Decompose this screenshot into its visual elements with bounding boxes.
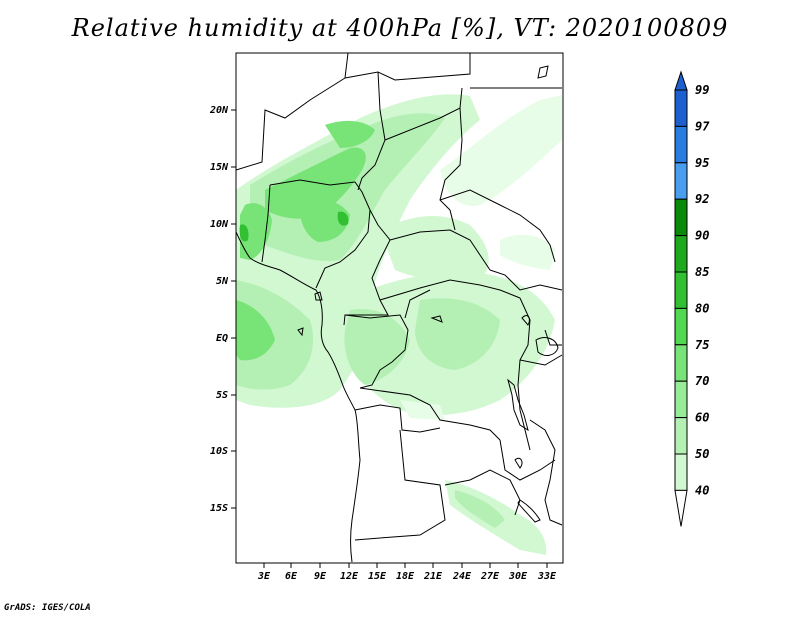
- lat-label: 5S: [216, 390, 228, 401]
- colorbar-label: 75: [695, 338, 709, 352]
- colorbar-label: 40: [695, 483, 709, 497]
- colorbar-label: 99: [695, 83, 709, 97]
- lon-label: 6E: [285, 571, 298, 582]
- lon-label: 9E: [314, 571, 327, 582]
- colorbar-label: 92: [695, 192, 709, 206]
- latitude-axis: 20N 15N 10N 5N EQ 5S 10S 15S: [209, 105, 236, 514]
- colorbar-segment: [674, 125, 688, 164]
- colorbar-label: 80: [695, 301, 709, 315]
- lon-label: 12E: [340, 571, 359, 582]
- colorbar-segment: [674, 344, 688, 382]
- lat-label: 10N: [210, 219, 229, 230]
- map-title: Relative humidity at 400hPa [%], VT: 202…: [71, 14, 729, 42]
- lon-label: 24E: [452, 571, 472, 582]
- longitude-axis: 3E 6E 9E 12E 15E 18E 21E 24E 27E 30E 33E: [257, 563, 557, 582]
- lon-label: 30E: [508, 571, 528, 582]
- grads-credit: GrADS: IGES/COLA: [4, 603, 91, 613]
- colorbar: 99 97 95 92 90 85 80 75 70 60 50 40: [674, 70, 710, 527]
- colorbar-segment: [674, 417, 688, 455]
- colorbar-label: 85: [695, 265, 709, 279]
- colorbar-label: 70: [695, 374, 709, 388]
- lat-label: EQ: [216, 333, 228, 344]
- colorbar-segment: [674, 89, 688, 127]
- humidity-field: [236, 94, 562, 555]
- lat-label: 10S: [210, 446, 228, 457]
- lon-label: 15E: [368, 571, 387, 582]
- lat-label: 15N: [210, 162, 229, 173]
- colorbar-segment: [674, 271, 688, 309]
- colorbar-label: 50: [695, 447, 709, 461]
- colorbar-segment: [674, 198, 688, 237]
- country-borders: [236, 53, 563, 563]
- colorbar-segment: [674, 453, 688, 491]
- colorbar-bottom-arrow: [674, 489, 688, 527]
- colorbar-label: 60: [695, 411, 709, 425]
- colorbar-segment: [674, 307, 688, 346]
- colorbar-top-arrow: [674, 70, 688, 91]
- lon-label: 3E: [257, 571, 271, 582]
- lon-label: 18E: [396, 571, 415, 582]
- lat-label: 15S: [210, 503, 228, 514]
- colorbar-segment: [674, 235, 688, 273]
- colorbar-segment: [674, 162, 688, 200]
- colorbar-segment: [674, 380, 688, 419]
- lat-label: 20N: [209, 105, 229, 116]
- lon-label: 21E: [423, 571, 443, 582]
- colorbar-label: 97: [695, 119, 710, 133]
- map-frame: [235, 52, 564, 564]
- colorbar-label: 90: [695, 229, 709, 243]
- lon-label: 33E: [537, 571, 557, 582]
- lat-label: 5N: [216, 276, 229, 287]
- colorbar-label: 95: [695, 156, 709, 170]
- lon-label: 27E: [480, 571, 500, 582]
